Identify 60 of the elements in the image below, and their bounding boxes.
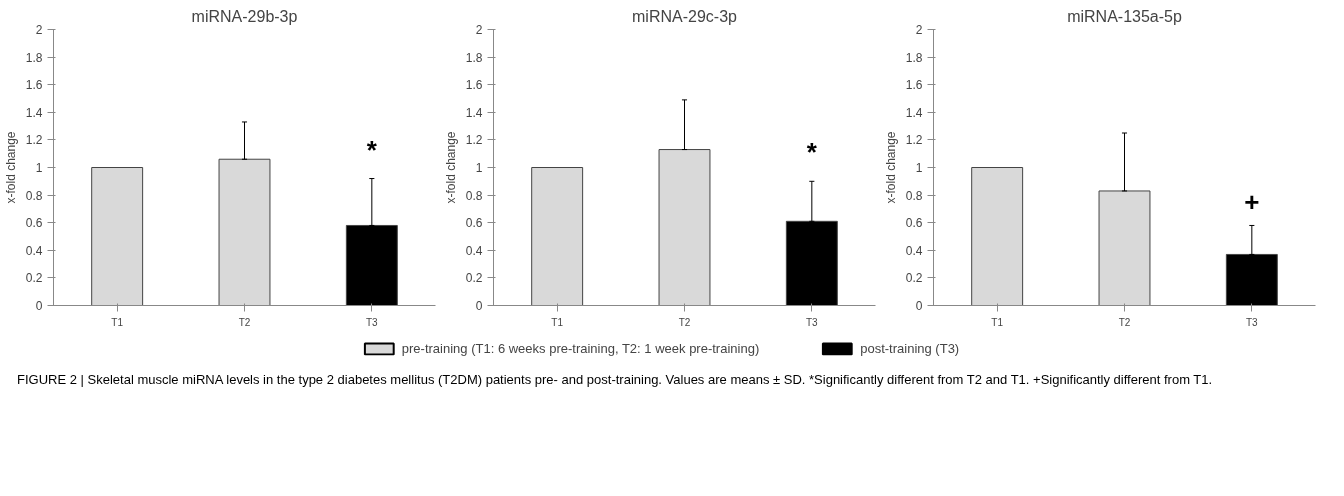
x-tick-label: T2	[1118, 316, 1131, 328]
y-tick-label: 0.8	[465, 188, 483, 203]
y-tick-label: 0	[35, 299, 43, 313]
x-tick-label: T1	[111, 316, 124, 328]
y-tick-label: 0	[475, 299, 483, 313]
y-tick-label: 1.4	[465, 105, 483, 120]
bar	[971, 167, 1024, 306]
y-tick-label: 1.8	[465, 50, 483, 65]
y-tick-label: 1	[35, 161, 43, 175]
y-axis-title: x-fold change	[883, 131, 898, 204]
chart-title: miRNA-29b-3p	[191, 7, 298, 25]
bar	[658, 149, 711, 306]
x-tick-label: T2	[678, 316, 691, 328]
annotation: *	[366, 134, 378, 165]
legend-label: pre-training (T1: 6 weeks pre-training, T2: 1 week pre-training)	[401, 340, 760, 356]
chart-title: miRNA-29c-3p	[632, 7, 738, 25]
y-tick-label: 0.8	[905, 188, 923, 203]
y-tick-label: 1.8	[905, 50, 923, 65]
y-tick-label: 1.2	[25, 133, 43, 148]
y-tick-label: 0.8	[25, 188, 43, 203]
y-tick-label: 0.2	[905, 271, 923, 286]
x-tick-label: T1	[551, 316, 564, 328]
bar	[531, 167, 584, 306]
y-tick-label: 0.6	[25, 216, 43, 231]
y-tick-label: 2	[475, 23, 483, 37]
bar	[218, 158, 271, 306]
y-tick-label: 2	[915, 23, 923, 37]
x-tick-label: T2	[238, 316, 251, 328]
x-tick-label: T3	[806, 316, 819, 328]
y-tick-label: 0	[915, 299, 923, 313]
y-tick-label: 0.6	[905, 216, 923, 231]
chart-title: miRNA-135a-5p	[1067, 7, 1182, 25]
annotation: *	[806, 137, 818, 168]
y-tick-label: 0.4	[25, 243, 43, 258]
y-tick-label: 0.2	[25, 271, 43, 286]
y-tick-label: 1.6	[25, 78, 43, 93]
y-tick-label: 1.4	[25, 105, 43, 120]
x-tick-label: T1	[991, 316, 1004, 328]
y-tick-label: 1.6	[905, 78, 923, 93]
y-tick-label: 0.4	[465, 243, 483, 258]
caption: FIGURE 2 | Skeletal muscle miRNA levels in the type 2 diabetes mellitus (T2DM) patients pre- and post-training. Values are means ± SD. *Significantly different from T2 and T1. +Significantly different from T1.	[17, 371, 1213, 389]
y-tick-label: 0.6	[465, 216, 483, 231]
y-axis-title: x-fold change	[3, 131, 18, 204]
bar	[1098, 190, 1151, 306]
y-tick-label: 1.4	[905, 105, 923, 120]
y-tick-label: 0.2	[465, 271, 483, 286]
y-tick-label: 1	[915, 161, 923, 175]
annotation: +	[1244, 187, 1260, 218]
y-tick-label: 1.2	[905, 133, 923, 148]
y-axis-title: x-fold change	[443, 131, 458, 204]
legend-label: post-training (T3)	[860, 340, 960, 356]
y-tick-label: 0.4	[905, 243, 923, 258]
y-tick-label: 2	[35, 23, 43, 37]
y-tick-label: 1.2	[465, 133, 483, 148]
y-tick-label: 1.8	[25, 50, 43, 65]
x-tick-label: T3	[1246, 316, 1259, 328]
bar	[91, 167, 144, 306]
y-tick-label: 1	[475, 161, 483, 175]
y-tick-label: 1.6	[465, 78, 483, 93]
x-tick-label: T3	[366, 316, 379, 328]
